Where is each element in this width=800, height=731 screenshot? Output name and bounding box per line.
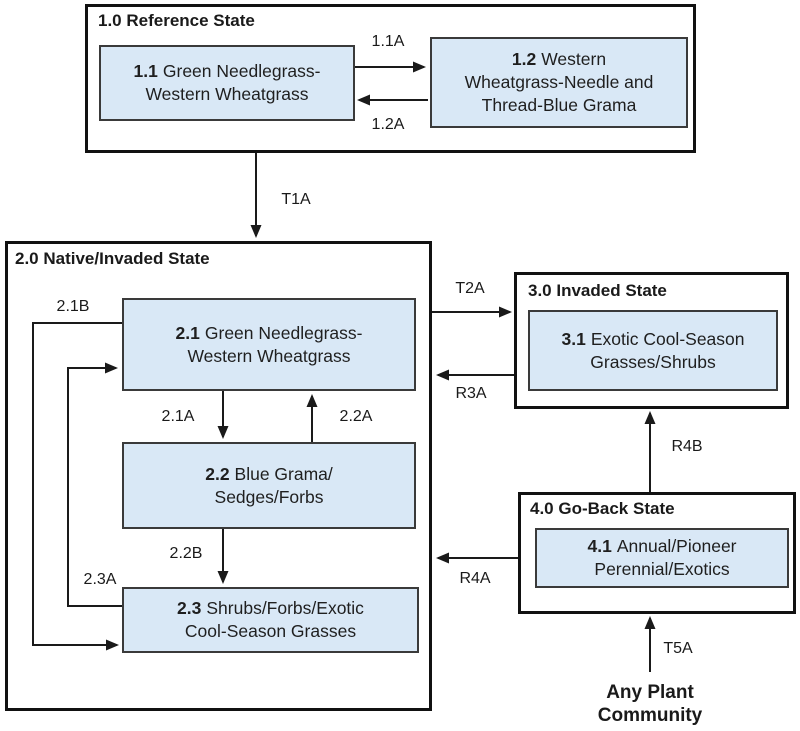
phase-box-1-1: 1.1 Green Needlegrass- Western Wheatgrass <box>99 45 355 121</box>
phase-box-3-1: 3.1 Exotic Cool-Season Grasses/Shrubs <box>528 310 778 391</box>
phase-label-4-1: 4.1 Annual/Pioneer <box>588 535 737 558</box>
arrow-label-2-2B: 2.2B <box>169 545 203 562</box>
phase-number-2-3: 2.3 <box>177 598 202 618</box>
phase-box-1-2: 1.2 Western Wheatgrass-Needle and Thread-… <box>430 37 688 128</box>
phase-text-1-2-line2: Wheatgrass-Needle and <box>464 72 654 92</box>
arrow-label-2-2A: 2.2A <box>339 408 373 425</box>
phase-label-3-1: 3.1 Exotic Cool-Season <box>561 328 744 351</box>
arrow-label-T1A: T1A <box>281 191 311 208</box>
phase-text-2-1: Green Needlegrass- <box>204 322 363 343</box>
state-box-3-0-invaded: 3.0 Invaded State 3.1 Exotic Cool-Season … <box>514 272 789 409</box>
arrow-label-R3A: R3A <box>455 385 487 402</box>
state-box-1-0-reference: 1.0 Reference State 1.1 Green Needlegrass… <box>85 4 696 153</box>
arrow-label-2-3A: 2.3A <box>83 571 117 588</box>
phase-number-2-2: 2.2 <box>205 463 230 484</box>
any-plant-line: Any Plant <box>606 682 694 703</box>
phase-text-2-1-line2: Western Wheatgrass <box>187 345 351 366</box>
arrow-label-2-1A: 2.1A <box>161 408 195 425</box>
phase-label-2-3: 2.3 Shrubs/Forbs/Exotic <box>177 597 364 620</box>
phase-number-3-1: 3.1 <box>561 328 586 349</box>
phase-text-3-1: Exotic Cool-Season <box>590 328 745 349</box>
phase-text-3-1-line2: Grasses/Shrubs <box>590 351 716 372</box>
phase-number-1-2: 1.2 <box>511 49 537 69</box>
phase-text-1-2: Western <box>541 49 607 69</box>
phase-label-2-2: 2.2 Blue Grama/ <box>205 463 333 486</box>
phase-text-2-3-line2: Cool-Season Grasses <box>184 621 357 641</box>
phase-number-2-1: 2.1 <box>175 322 200 343</box>
phase-text-1-2-line3: Thread-Blue Grama <box>481 95 637 115</box>
phase-label-2-1: 2.1 Green Needlegrass- <box>176 322 363 345</box>
phase-text-4-1-line2: Perennial/Exotics <box>594 559 730 579</box>
arrow-label-2-1B: 2.1B <box>56 298 90 315</box>
community-line: Community <box>597 705 703 726</box>
arrow-label-T2A: T2A <box>455 280 485 297</box>
arrow-label-R4A: R4A <box>459 570 491 587</box>
state-box-4-0-go-back: 4.0 Go-Back State 4.1 Annual/Pioneer Pere… <box>518 492 796 614</box>
arrow-label-1-1A: 1.1A <box>371 33 405 50</box>
state-title-3-0: 3.0 Invaded State <box>528 281 667 300</box>
state-title-2-0: 2.0 Native/Invaded State <box>15 249 210 268</box>
phase-box-2-1: 2.1 Green Needlegrass- Western Wheatgrass <box>122 298 416 391</box>
phase-text-1-1-line2: Western Wheatgrass <box>145 84 309 104</box>
phase-box-4-1: 4.1 Annual/Pioneer Perennial/Exotics <box>535 528 789 588</box>
phase-number-1-1: 1.1 <box>133 61 158 81</box>
phase-number-4-1: 4.1 <box>587 536 612 556</box>
any-plant-community-label: Any Plant Community <box>598 681 703 727</box>
state-title-1-0: 1.0 Reference State <box>98 11 255 30</box>
phase-box-2-2: 2.2 Blue Grama/ Sedges/Forbs <box>122 442 416 529</box>
phase-box-2-3: 2.3 Shrubs/Forbs/Exotic Cool-Season Grass… <box>122 587 419 653</box>
state-title-4-0: 4.0 Go-Back State <box>530 499 675 518</box>
phase-text-2-3: Shrubs/Forbs/Exotic <box>206 598 364 618</box>
phase-text-2-2: Blue Grama/ <box>234 463 333 484</box>
arrow-label-1-2A: 1.2A <box>371 116 405 133</box>
phase-label-1-1: 1.1 Green Needlegrass- <box>134 60 321 83</box>
phase-label-1-2: 1.2 Western <box>512 48 606 71</box>
phase-text-2-2-line2: Sedges/Forbs <box>214 486 324 507</box>
arrow-label-R4B: R4B <box>671 438 703 455</box>
arrow-label-T5A: T5A <box>663 640 693 657</box>
phase-text-4-1: Annual/Pioneer <box>616 536 737 556</box>
phase-text-1-1: Green Needlegrass- <box>162 61 321 81</box>
